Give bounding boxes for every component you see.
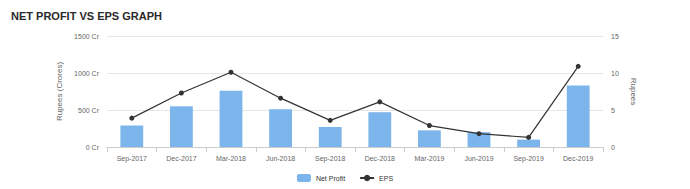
svg-text:1000 Cr: 1000 Cr: [74, 70, 100, 77]
svg-text:5: 5: [611, 107, 615, 114]
svg-text:Rupees (Crores): Rupees (Crores): [55, 62, 64, 121]
svg-text:Sep-2018: Sep-2018: [315, 155, 345, 163]
svg-text:Dec-2017: Dec-2017: [166, 155, 196, 162]
svg-text:10: 10: [611, 70, 619, 77]
svg-text:Dec-2019: Dec-2019: [563, 155, 593, 162]
svg-text:Jun-2019: Jun-2019: [464, 155, 493, 162]
svg-text:EPS: EPS: [379, 175, 393, 182]
svg-text:0 Cr: 0 Cr: [86, 144, 100, 151]
svg-text:15: 15: [611, 33, 619, 40]
svg-text:1500 Cr: 1500 Cr: [74, 33, 100, 40]
svg-text:500 Cr: 500 Cr: [78, 107, 100, 114]
svg-text:Sep-2019: Sep-2019: [513, 155, 543, 163]
svg-text:Mar-2019: Mar-2019: [414, 155, 444, 162]
svg-text:Dec-2018: Dec-2018: [365, 155, 395, 162]
svg-text:Jun-2018: Jun-2018: [266, 155, 295, 162]
svg-text:Rupees: Rupees: [629, 78, 638, 106]
svg-text:NET PROFIT VS EPS GRAPH: NET PROFIT VS EPS GRAPH: [11, 10, 162, 22]
svg-text:0: 0: [611, 144, 615, 151]
svg-text:Mar-2018: Mar-2018: [216, 155, 246, 162]
svg-text:Net Profit: Net Profit: [316, 175, 345, 182]
svg-text:Sep-2017: Sep-2017: [117, 155, 147, 163]
